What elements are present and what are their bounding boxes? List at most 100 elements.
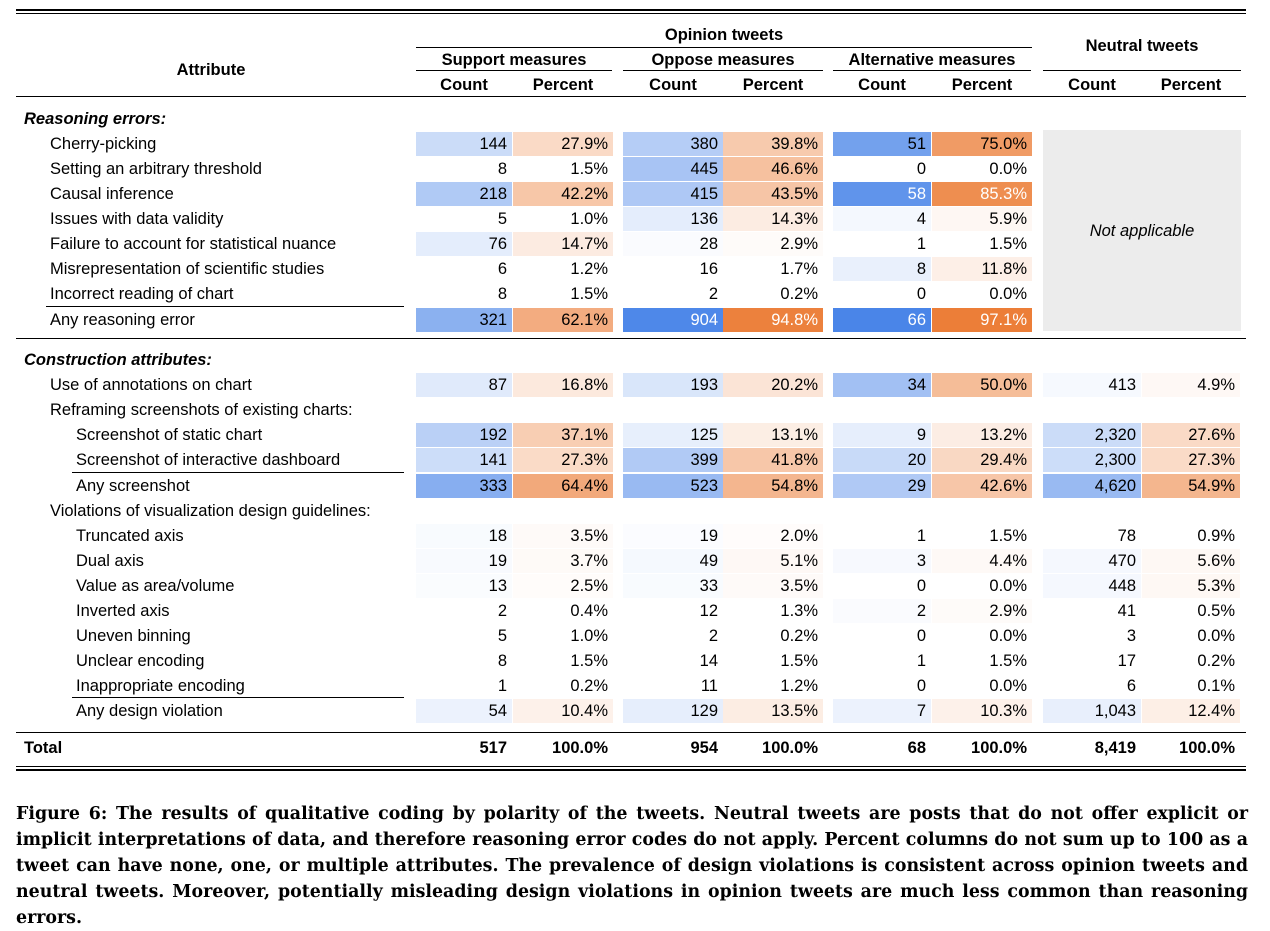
table-cell: 66: [833, 308, 931, 332]
table-cell: 1.5%: [989, 235, 1027, 253]
table-cell: 0: [916, 677, 926, 695]
table-cell: 12: [699, 602, 718, 620]
table-cell: 5: [497, 210, 507, 228]
section-reasoning-errors: Reasoning errors:: [24, 110, 167, 128]
support-underline: [416, 70, 612, 71]
table-row: Truncated axis 18 3.5% 19 2.0% 1 1.5% 78 0.9%: [0, 524, 1270, 548]
table-cell: 14: [699, 652, 718, 670]
table-cell: 41.8%: [723, 448, 823, 472]
table-cell: 100.0%: [971, 739, 1027, 757]
opinion-tweets-header: Opinion tweets: [664, 26, 784, 44]
table-cell: 4.4%: [932, 549, 1032, 573]
table-cell: 27.6%: [1142, 423, 1240, 447]
header-rule: [16, 96, 1246, 97]
table-cell: 33: [623, 574, 723, 598]
table-cell: 1: [916, 527, 926, 545]
table-cell: 54.8%: [723, 474, 823, 498]
table-cell: 0.1%: [1197, 677, 1235, 695]
percent-header: Percent: [742, 76, 804, 94]
table-cell: 28: [623, 232, 723, 256]
table-cell: 193: [623, 373, 723, 397]
table-row: Any reasoning error 321 62.1% 904 94.8% 66 97.…: [0, 308, 1270, 332]
table-cell: 218: [416, 182, 512, 206]
table-row: Uneven binning 5 1.0% 2 0.2% 0 0.0% 3 0.0%: [0, 624, 1270, 648]
table-row: Dual axis 19 3.7% 49 5.1% 3 4.4% 470 5.6%: [0, 549, 1270, 573]
table-cell: 46.6%: [723, 157, 823, 181]
table-row: Value as area/volume 13 2.5% 33 3.5% 0 0.0% 448…: [0, 574, 1270, 598]
row-label: Misrepresentation of scientific studies: [50, 260, 325, 278]
row-label: Use of annotations on chart: [50, 376, 252, 394]
alternative-underline: [833, 70, 1031, 71]
table-cell: 0: [916, 160, 926, 178]
table-cell: 58: [833, 182, 931, 206]
table-cell: 37.1%: [513, 423, 613, 447]
section-divider: [16, 338, 1246, 339]
table-cell: 1.5%: [570, 160, 608, 178]
table-cell: 445: [623, 157, 723, 181]
table-cell: 470: [1043, 549, 1141, 573]
table-cell: 29: [833, 474, 931, 498]
table-cell: 2: [497, 602, 507, 620]
table-cell: 1: [497, 677, 507, 695]
table-cell: 19: [416, 549, 512, 573]
table-cell: 144: [416, 132, 512, 156]
table-cell: 129: [623, 699, 723, 723]
table-cell: 13.2%: [932, 423, 1032, 447]
table-row: Issues with data validity 5 1.0% 136 14.3% 4 5…: [0, 207, 1270, 231]
table-cell: 1.7%: [780, 260, 818, 278]
attribute-header: Attribute: [176, 61, 246, 79]
table-cell: 64.4%: [513, 474, 613, 498]
table-cell: 2,320: [1043, 423, 1141, 447]
table-cell: 0: [916, 285, 926, 303]
table-cell: 5.3%: [1142, 574, 1240, 598]
row-label: Screenshot of interactive dashboard: [76, 451, 341, 469]
table-cell: 100.0%: [552, 739, 608, 757]
table-cell: 413: [1043, 373, 1141, 397]
count-header: Count: [649, 76, 697, 94]
table-cell: 43.5%: [723, 182, 823, 206]
table-cell: 0.2%: [780, 627, 818, 645]
row-label: Truncated axis: [76, 527, 184, 545]
table-cell: 76: [416, 232, 512, 256]
total-rule: [16, 732, 1246, 733]
table-cell: 2.9%: [723, 232, 823, 256]
table-cell: 13.5%: [723, 699, 823, 723]
table-cell: 42.6%: [932, 474, 1032, 498]
subtotal-rule: [72, 697, 404, 698]
row-label: Any design violation: [76, 702, 223, 720]
table-cell: 17: [1117, 652, 1136, 670]
table-cell: 448: [1043, 574, 1141, 598]
table-cell: 0.0%: [989, 285, 1027, 303]
section-row: Construction attributes:: [0, 348, 1270, 372]
oppose-header: Oppose measures: [651, 51, 795, 69]
table-cell: 16.8%: [513, 373, 613, 397]
count-header: Count: [858, 76, 906, 94]
row-label: Value as area/volume: [76, 577, 235, 595]
table-cell: 192: [416, 423, 512, 447]
table-cell: 3.5%: [723, 574, 823, 598]
table-cell: 1.5%: [989, 527, 1027, 545]
table-cell: 2.9%: [932, 599, 1032, 623]
table-row: Inappropriate encoding 1 0.2% 11 1.2% 0 0.0% 6 0…: [0, 674, 1270, 698]
table-cell: 5.6%: [1142, 549, 1240, 573]
table-cell: 14.3%: [723, 207, 823, 231]
table-row: Cherry-picking 144 27.9% 380 39.8% 51 75.0%: [0, 132, 1270, 156]
table-cell: 3.7%: [513, 549, 613, 573]
table-cell: 2.0%: [723, 524, 823, 548]
table-bottom-rule: [16, 766, 1246, 767]
row-label: Any reasoning error: [50, 311, 195, 329]
table-cell: 0.0%: [989, 627, 1027, 645]
neutral-tweets-header: Neutral tweets: [1085, 37, 1199, 55]
row-label: Screenshot of static chart: [76, 426, 263, 444]
table-cell: 50.0%: [932, 373, 1032, 397]
table-cell: 321: [416, 308, 512, 332]
table-cell: 333: [416, 474, 512, 498]
table-cell: 19: [623, 524, 723, 548]
table-cell: 141: [416, 448, 512, 472]
table-cell: 4: [833, 207, 931, 231]
percent-header: Percent: [532, 76, 594, 94]
table-cell: 11: [700, 677, 718, 695]
row-label: Dual axis: [76, 552, 144, 570]
table-cell: 6: [1126, 677, 1136, 695]
table-cell: 2,300: [1043, 448, 1141, 472]
